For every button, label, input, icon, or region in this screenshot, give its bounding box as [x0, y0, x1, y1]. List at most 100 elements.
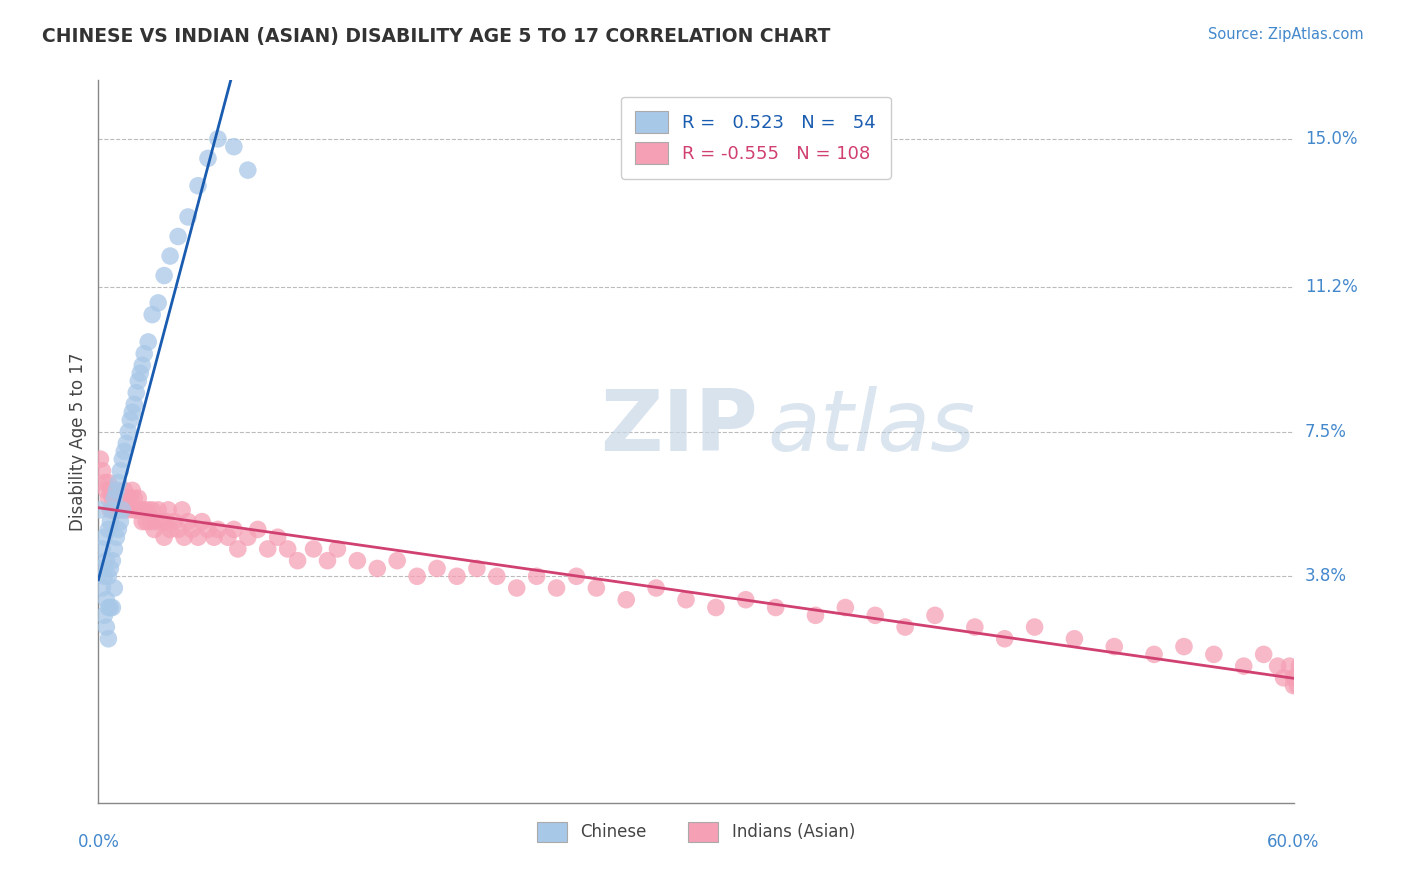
Point — [222, 523, 245, 537]
Point — [207, 523, 229, 537]
Point — [963, 620, 986, 634]
Point — [1063, 632, 1085, 646]
Point — [155, 515, 177, 529]
Point — [316, 554, 339, 568]
Text: 7.5%: 7.5% — [1305, 423, 1347, 441]
Point — [111, 491, 134, 505]
Point — [159, 523, 181, 537]
Text: 0.0%: 0.0% — [77, 833, 120, 851]
Point — [1253, 648, 1275, 662]
Point — [124, 397, 146, 411]
Point — [157, 503, 180, 517]
Point — [645, 581, 668, 595]
Point — [217, 530, 239, 544]
Point — [153, 530, 176, 544]
Point — [1267, 659, 1289, 673]
Point — [110, 503, 132, 517]
Point — [1288, 659, 1310, 673]
Point — [187, 530, 209, 544]
Point — [93, 530, 115, 544]
Point — [177, 515, 200, 529]
Point — [112, 483, 135, 498]
Point — [1298, 686, 1320, 700]
Point — [97, 569, 120, 583]
Point — [197, 152, 219, 166]
Point — [546, 581, 568, 595]
Point — [150, 515, 173, 529]
Point — [97, 523, 120, 537]
Point — [96, 483, 118, 498]
Legend: Chinese, Indians (Asian): Chinese, Indians (Asian) — [530, 815, 862, 848]
Point — [89, 561, 111, 575]
Point — [406, 569, 429, 583]
Point — [1284, 671, 1306, 685]
Point — [145, 515, 167, 529]
Point — [97, 600, 120, 615]
Point — [103, 491, 125, 505]
Point — [446, 569, 468, 583]
Point — [141, 308, 163, 322]
Point — [506, 581, 529, 595]
Point — [246, 523, 269, 537]
Point — [107, 491, 129, 505]
Point — [141, 503, 163, 517]
Point — [181, 523, 204, 537]
Point — [91, 464, 114, 478]
Point — [93, 608, 115, 623]
Point — [107, 475, 129, 490]
Point — [96, 554, 118, 568]
Point — [226, 541, 249, 556]
Point — [172, 503, 194, 517]
Point — [111, 503, 134, 517]
Text: 11.2%: 11.2% — [1305, 278, 1357, 296]
Point — [222, 139, 245, 153]
Point — [117, 425, 139, 439]
Point — [105, 483, 128, 498]
Point — [120, 413, 142, 427]
Point — [136, 503, 159, 517]
Point — [197, 523, 219, 537]
Y-axis label: Disability Age 5 to 17: Disability Age 5 to 17 — [69, 352, 87, 531]
Point — [89, 452, 111, 467]
Point — [97, 632, 120, 646]
Point — [1202, 648, 1225, 662]
Point — [173, 530, 195, 544]
Text: 3.8%: 3.8% — [1305, 567, 1347, 585]
Text: CHINESE VS INDIAN (ASIAN) DISABILITY AGE 5 TO 17 CORRELATION CHART: CHINESE VS INDIAN (ASIAN) DISABILITY AGE… — [42, 27, 831, 45]
Point — [267, 530, 290, 544]
Point — [236, 530, 259, 544]
Point — [277, 541, 299, 556]
Point — [97, 475, 120, 490]
Point — [834, 600, 856, 615]
Point — [105, 530, 128, 544]
Point — [187, 178, 209, 193]
Point — [125, 385, 148, 400]
Point — [191, 515, 214, 529]
Point — [704, 600, 727, 615]
Point — [134, 346, 156, 360]
Point — [256, 541, 278, 556]
Point — [485, 569, 508, 583]
Point — [134, 503, 156, 517]
Point — [96, 620, 118, 634]
Point — [112, 503, 135, 517]
Point — [97, 491, 120, 505]
Point — [103, 581, 125, 595]
Point — [765, 600, 787, 615]
Point — [526, 569, 548, 583]
Point — [734, 592, 756, 607]
Point — [129, 503, 152, 517]
Point — [1278, 659, 1301, 673]
Point — [93, 475, 115, 490]
Point — [127, 374, 149, 388]
Text: 15.0%: 15.0% — [1305, 130, 1357, 148]
Point — [124, 491, 146, 505]
Text: Source: ZipAtlas.com: Source: ZipAtlas.com — [1208, 27, 1364, 42]
Point — [124, 503, 146, 517]
Point — [167, 229, 190, 244]
Point — [302, 541, 325, 556]
Point — [101, 491, 124, 505]
Point — [385, 554, 409, 568]
Point — [89, 503, 111, 517]
Point — [110, 464, 132, 478]
